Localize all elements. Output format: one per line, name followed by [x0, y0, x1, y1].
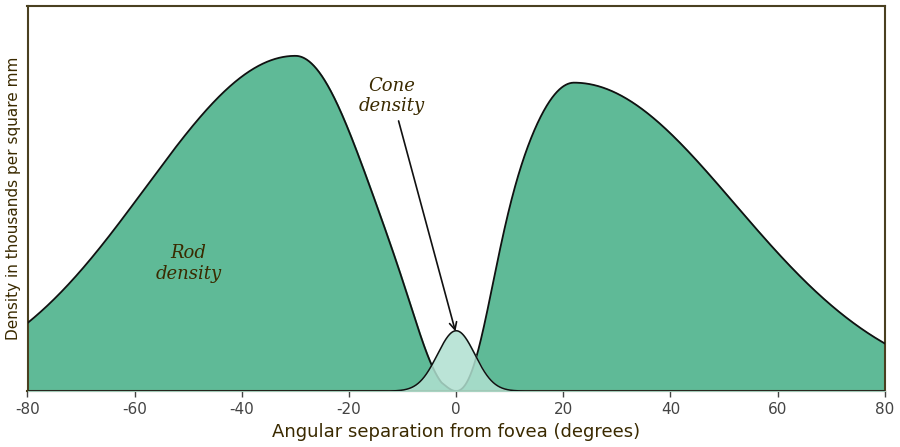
Text: Cone
density: Cone density [359, 77, 456, 329]
Text: Rod
density: Rod density [155, 245, 221, 283]
X-axis label: Angular separation from fovea (degrees): Angular separation from fovea (degrees) [272, 423, 640, 442]
Y-axis label: Density in thousands per square mm: Density in thousands per square mm [5, 57, 21, 340]
